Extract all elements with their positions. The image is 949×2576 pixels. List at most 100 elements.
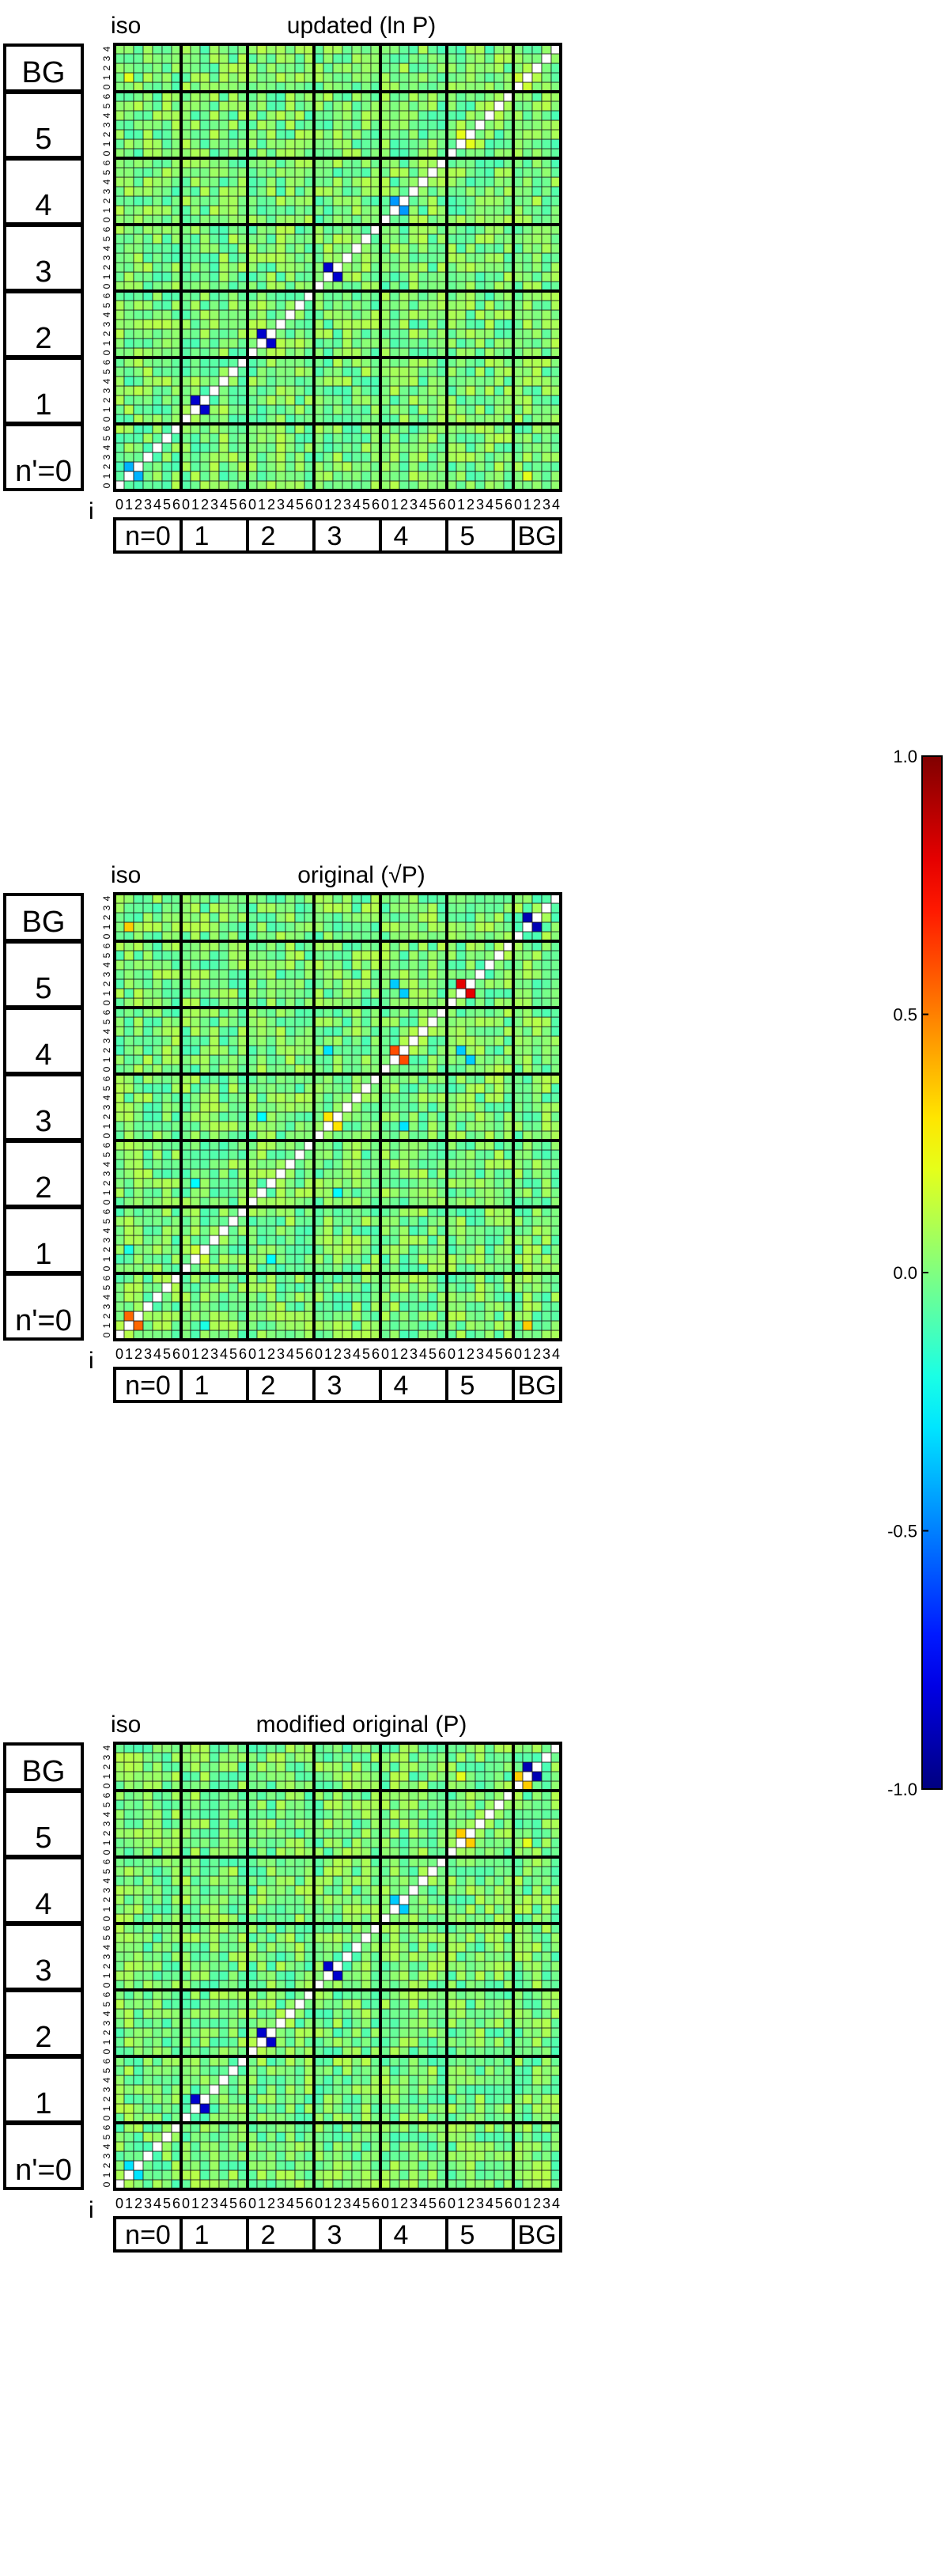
heatmap-cell xyxy=(541,1301,552,1312)
heatmap-cell xyxy=(531,442,543,453)
heatmap-cell xyxy=(294,309,305,320)
heatmap-cell xyxy=(190,395,201,406)
heatmap-cell xyxy=(275,442,286,453)
heatmap-cell xyxy=(190,969,201,980)
heatmap-cell xyxy=(427,404,438,415)
y-tick-label: 5 xyxy=(101,435,112,441)
row-group-label: n'=0 xyxy=(15,455,72,488)
heatmap-cell xyxy=(199,376,210,387)
heatmap-cell xyxy=(408,969,419,980)
heatmap-cell xyxy=(209,385,220,396)
heatmap-cell xyxy=(190,912,201,923)
heatmap-cell xyxy=(152,950,163,961)
heatmap-cell xyxy=(209,138,220,149)
heatmap-cell xyxy=(218,902,229,914)
heatmap-cell xyxy=(522,902,533,914)
heatmap-cell xyxy=(228,62,239,74)
x-tick-label: 2 xyxy=(334,497,342,513)
x-tick-label: 2 xyxy=(467,1346,475,1362)
heatmap-cell xyxy=(294,262,305,273)
heatmap-cell xyxy=(418,262,429,273)
heatmap-cell xyxy=(218,1320,229,1331)
heatmap-cell xyxy=(465,404,476,415)
heatmap-cell xyxy=(161,1809,172,1820)
heatmap-cell xyxy=(456,1111,467,1122)
heatmap-cell xyxy=(522,243,533,254)
heatmap-cell xyxy=(408,205,419,216)
heatmap-cell xyxy=(285,1111,296,1122)
heatmap-cell xyxy=(389,1111,400,1122)
heatmap-cell xyxy=(285,442,296,453)
heatmap-cell xyxy=(218,1149,229,1160)
heatmap-cell xyxy=(465,1016,476,1027)
heatmap-cell xyxy=(408,471,419,482)
heatmap-cell xyxy=(399,53,410,64)
heatmap-cell xyxy=(351,1301,362,1312)
heatmap-cell xyxy=(484,1216,495,1227)
heatmap-cell xyxy=(161,1866,172,1877)
heatmap-cell xyxy=(351,309,362,320)
heatmap-cell xyxy=(142,1083,153,1094)
heatmap-cell xyxy=(123,1159,134,1170)
heatmap-cell xyxy=(522,119,533,131)
heatmap-cell xyxy=(142,1885,153,1896)
heatmap-cell xyxy=(408,1092,419,1103)
heatmap-cell xyxy=(332,366,343,377)
heatmap-cell xyxy=(294,461,305,472)
heatmap-cell xyxy=(342,1111,353,1122)
heatmap-cell xyxy=(389,100,400,112)
heatmap-cell xyxy=(531,452,543,463)
heatmap-cell xyxy=(285,1121,296,1132)
heatmap-cell xyxy=(323,988,334,999)
heatmap-cell xyxy=(427,119,438,131)
row-group-label: 4 xyxy=(35,1038,51,1072)
heatmap-cell xyxy=(285,912,296,923)
heatmap-cell xyxy=(123,2132,134,2143)
heatmap-cell xyxy=(332,376,343,387)
heatmap-cell xyxy=(351,338,362,349)
heatmap-cell xyxy=(228,1168,239,1179)
y-tick-label: 1 xyxy=(101,1322,112,1328)
heatmap-cell xyxy=(266,271,277,282)
heatmap-cell xyxy=(285,110,296,121)
heatmap-cell xyxy=(123,1244,134,1255)
heatmap-cell xyxy=(152,1771,163,1782)
heatmap-cell xyxy=(256,233,267,244)
heatmap-cell xyxy=(351,1083,362,1094)
heatmap-cell xyxy=(531,1111,543,1122)
heatmap-cell xyxy=(142,1026,153,1037)
y-tick-label: 6 xyxy=(101,293,112,298)
heatmap-cell xyxy=(522,1111,533,1122)
heatmap-cell xyxy=(541,988,552,999)
heatmap-cell xyxy=(493,186,505,197)
heatmap-cell xyxy=(342,959,353,970)
heatmap-cell xyxy=(456,186,467,197)
heatmap-cell xyxy=(142,395,153,406)
heatmap-cell xyxy=(275,243,286,254)
heatmap-cell xyxy=(332,404,343,415)
heatmap-cell xyxy=(531,1254,543,1265)
heatmap-cell xyxy=(475,433,486,444)
x-tick-label: 4 xyxy=(220,497,228,513)
heatmap-cell xyxy=(142,2103,153,2114)
heatmap-cell xyxy=(161,186,172,197)
heatmap-cell xyxy=(266,309,277,320)
heatmap-cell xyxy=(484,300,495,311)
heatmap-cell xyxy=(218,72,229,83)
heatmap-cell xyxy=(522,1301,533,1312)
heatmap-cell xyxy=(475,1083,486,1094)
heatmap-cell xyxy=(323,233,334,244)
heatmap-cell xyxy=(456,1092,467,1103)
heatmap-cell xyxy=(475,167,486,178)
heatmap-cell xyxy=(152,1187,163,1198)
heatmap-cell xyxy=(123,2160,134,2171)
heatmap-cell xyxy=(142,1818,153,1829)
heatmap-cell xyxy=(294,1054,305,1065)
x-tick-label: 1 xyxy=(457,497,465,513)
heatmap-cell xyxy=(161,902,172,914)
heatmap-cell xyxy=(541,395,552,406)
heatmap-cell xyxy=(522,1187,533,1198)
heatmap-cell xyxy=(541,1121,552,1132)
heatmap-cell xyxy=(190,1045,201,1056)
